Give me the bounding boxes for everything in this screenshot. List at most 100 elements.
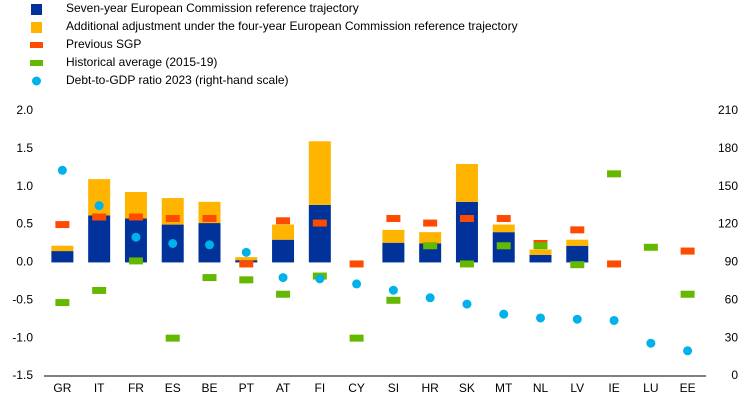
dot [388,285,398,295]
legend-label: Debt-to-GDP ratio 2023 (right-hand scale… [66,73,289,87]
dot [609,315,619,325]
y-tick-label: 0.0 [16,255,33,269]
legend-label: Historical average (2015-19) [66,55,217,69]
bar [51,251,74,263]
bar [492,224,515,233]
marker [349,260,364,268]
marker [128,213,143,221]
y2-tick-label: 30 [725,330,739,344]
bar [566,245,589,263]
x-tick-label: FR [128,381,144,395]
y-tick-label: -1.5 [12,368,33,382]
marker [570,226,585,234]
marker [202,274,217,282]
legend-swatch [31,22,42,33]
x-tick-label: AT [276,381,291,395]
y-tick-label: 1.0 [16,179,33,193]
legend-label: Previous SGP [66,37,141,51]
dot [462,299,472,309]
y-tick-label: -0.5 [12,292,33,306]
bar [308,141,331,205]
marker [607,260,622,268]
marker [496,242,511,250]
dot [131,232,141,242]
bar [529,249,552,255]
dot [57,165,67,175]
bar [455,164,478,202]
legend-label: Additional adjustment under the four-yea… [66,19,518,33]
marker [680,290,695,298]
dot [683,346,693,356]
marker [423,219,438,227]
marker [349,334,364,342]
x-tick-label: NL [533,381,549,395]
dot [315,274,325,284]
dot [205,240,214,250]
bar [419,232,442,244]
bar [529,254,552,263]
dot [536,313,545,323]
marker [92,286,107,294]
x-tick-label: HR [421,381,439,395]
legend-swatch [30,60,43,66]
marker [533,242,548,250]
dot [499,309,509,319]
y2-tick-label: 150 [718,179,738,193]
bar [272,224,295,240]
x-tick-label: EE [680,381,696,395]
x-tick-label: FI [314,381,325,395]
bar [51,245,74,252]
y2-tick-label: 60 [725,292,739,306]
marker [459,260,474,268]
x-tick-label: ES [165,381,181,395]
x-tick-label: GR [53,381,71,395]
bar [124,192,147,219]
marker [607,170,622,178]
y2-tick-label: 210 [718,103,738,117]
x-tick-label: CY [348,381,365,395]
x-tick-label: LV [570,381,584,395]
marker [276,290,291,298]
x-tick-label: IT [94,381,105,395]
marker [55,299,70,307]
y2-tick-label: 180 [718,141,738,155]
bar [382,229,405,243]
x-tick-label: PT [239,381,255,395]
dot [241,247,251,257]
legend-swatch [31,4,42,15]
dot [425,293,435,303]
marker [423,242,438,250]
dot [168,239,178,248]
bar [88,215,111,263]
dot [572,314,582,324]
dot [646,338,656,348]
marker [165,215,180,223]
y-tick-label: 2.0 [16,103,33,117]
marker [276,217,291,225]
y2-tick-label: 0 [731,368,738,382]
marker [202,215,217,223]
bar [308,204,331,263]
y2-tick-label: 90 [725,255,739,269]
legend-swatch [30,42,43,48]
marker [680,247,695,255]
marker [55,221,70,229]
dot [352,279,362,289]
x-tick-label: LU [643,381,658,395]
marker [459,215,474,223]
marker [128,257,143,265]
bar [566,239,589,246]
x-tick-label: BE [201,381,217,395]
marker [165,334,180,342]
y2-tick-label: 120 [718,217,738,231]
marker [386,215,401,223]
marker [92,213,107,221]
legend-swatch [32,76,41,86]
x-tick-label: SK [459,381,475,395]
y-tick-label: 1.5 [16,141,33,155]
bar [455,201,478,263]
y-tick-label: 0.5 [16,217,33,231]
bar [272,239,295,263]
legend-label: Seven-year European Commission reference… [66,1,359,15]
